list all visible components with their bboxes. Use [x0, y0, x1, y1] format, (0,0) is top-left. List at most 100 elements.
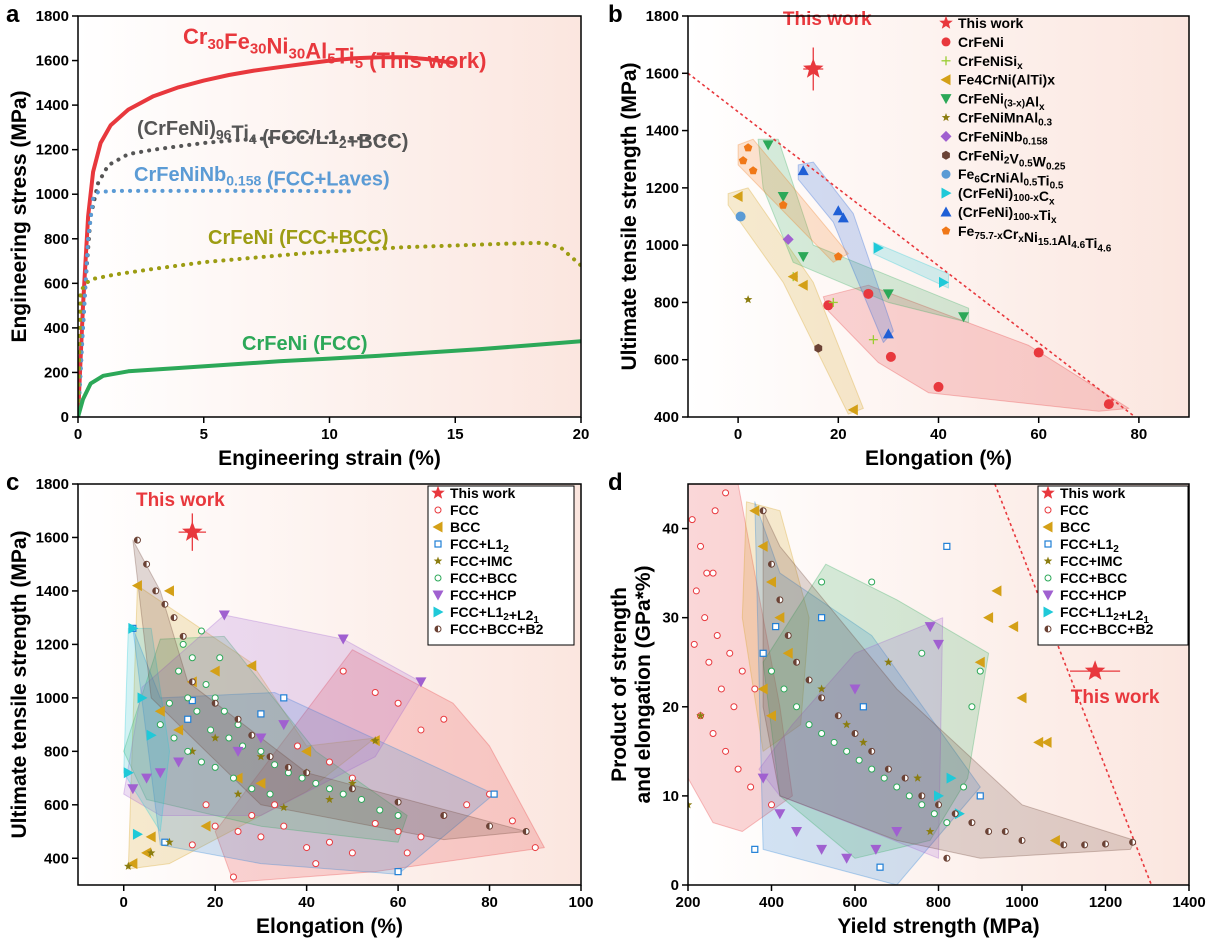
data-point [738, 156, 748, 165]
this-work-star [1084, 660, 1106, 680]
series-line [78, 240, 581, 417]
data-point [193, 707, 201, 715]
legend-marker [940, 94, 952, 105]
data-point [732, 190, 743, 202]
x-tick-label: 20 [573, 426, 590, 443]
data-point [531, 844, 539, 852]
data-point [759, 507, 767, 515]
legend-label: FCC+BCC+B2 [1060, 621, 1154, 637]
panel-d: This work 200 400 600 800 1000 1200 1400 0 10 20 30… [608, 469, 1206, 938]
data-point [371, 689, 379, 697]
data-point [759, 649, 767, 657]
data-point [220, 707, 228, 715]
this-work-star [803, 58, 824, 78]
legend-box [1037, 485, 1189, 646]
data-point [358, 795, 366, 803]
data-point [490, 790, 498, 798]
legend-marker [939, 15, 953, 29]
y-tick-label: 1600 [646, 65, 679, 82]
data-point [805, 721, 813, 729]
data-point [376, 806, 384, 814]
data-point [394, 798, 402, 806]
x-tick-label: 0 [74, 426, 82, 443]
data-point [417, 726, 425, 734]
data-point [170, 614, 178, 622]
data-point [128, 622, 139, 634]
data-point [757, 773, 769, 784]
y-tick-label: 200 [44, 364, 69, 381]
data-point [165, 837, 174, 846]
data-point [711, 507, 719, 515]
legend-marker [1044, 506, 1052, 514]
data-point [173, 724, 184, 736]
data-point [943, 854, 951, 862]
y-tick-label: 20 [662, 699, 679, 716]
data-point [339, 667, 347, 675]
data-point [743, 143, 753, 152]
data-point [817, 614, 826, 622]
data-point [772, 622, 780, 631]
data-point [935, 801, 942, 809]
x-axis-label: Elongation (%) [256, 915, 403, 938]
data-point [266, 790, 274, 798]
data-point [868, 335, 878, 345]
data-point [933, 381, 944, 392]
legend-label: FCC+L12 [450, 536, 509, 555]
legend-marker [940, 74, 951, 86]
data-point [873, 242, 884, 254]
data-point [782, 233, 794, 245]
data-point [692, 587, 700, 595]
data-point [137, 692, 148, 704]
data-point [486, 822, 494, 830]
plot-content [688, 484, 1153, 885]
data-point [234, 828, 242, 836]
panel-letter: b [608, 1, 623, 28]
data-point [849, 684, 861, 695]
data-point [697, 542, 705, 550]
legend-marker [434, 625, 442, 633]
data-point [233, 789, 243, 798]
data-point [348, 778, 357, 788]
data-point [339, 790, 347, 798]
data-point [280, 694, 288, 702]
data-point [133, 536, 141, 544]
x-tick-label: 400 [759, 894, 784, 911]
y-axis-label: Engineering stress (MPa) [8, 90, 31, 342]
data-point [918, 649, 926, 657]
data-point [246, 660, 257, 672]
legend-label: FCC+HCP [1060, 587, 1127, 603]
legend-label: CrFeNiNb0.158 [958, 128, 1048, 147]
y-tick-label: 800 [44, 231, 69, 248]
y-tick-label: 10 [662, 788, 679, 805]
data-point [216, 654, 224, 662]
y-tick-label: 40 [662, 521, 679, 538]
data-point [394, 868, 402, 876]
data-point [255, 777, 266, 789]
data-point [463, 801, 471, 809]
data-point [141, 847, 152, 859]
x-tick-label: 40 [930, 426, 947, 443]
y-axis-label: and elongation (GPa*%) [632, 565, 655, 803]
data-point [1103, 399, 1114, 410]
data-point [913, 773, 922, 782]
data-point [958, 312, 970, 323]
data-point [793, 658, 801, 666]
data-point [326, 838, 333, 846]
x-axis-label: Engineering strain (%) [218, 447, 441, 470]
data-point [787, 271, 798, 283]
data-point [901, 774, 909, 782]
panel-letter: d [608, 469, 623, 496]
data-point [211, 763, 219, 771]
y-tick-label: 1800 [646, 8, 679, 25]
data-point [946, 772, 957, 784]
data-point [197, 627, 205, 635]
data-point [954, 808, 965, 820]
data-point [748, 166, 758, 175]
data-point [325, 795, 334, 804]
x-tick-label: 100 [568, 894, 593, 911]
data-point [757, 540, 768, 552]
data-point [271, 801, 279, 809]
legend-marker [1042, 590, 1054, 601]
data-point [279, 803, 289, 812]
y-tick-label: 0 [671, 877, 679, 894]
